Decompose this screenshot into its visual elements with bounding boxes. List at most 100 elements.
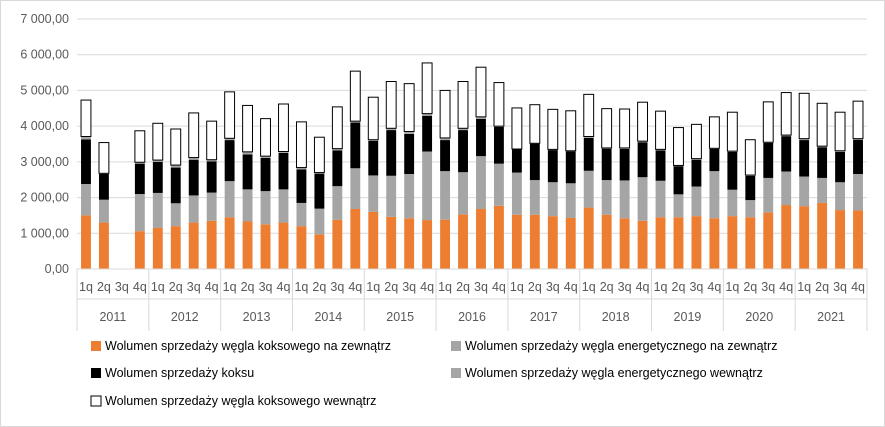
x-tick-quarter: 4q (492, 280, 506, 294)
bar-segment-s2-c5 (170, 167, 181, 204)
bar-segment-s0-c8 (224, 217, 235, 269)
bar-segment-s0-c43 (853, 210, 863, 269)
bar-segment-s0-c21 (458, 214, 468, 269)
bar-segment-s2-c9 (242, 154, 253, 190)
bar-segment-s0-c31 (637, 220, 648, 269)
bar-segment-s4-c11 (278, 103, 289, 152)
bar-segment-s4-c24 (511, 107, 523, 150)
bar-segment-s4-c29 (601, 108, 613, 149)
bar-segment-s1-c26 (547, 182, 558, 217)
x-tick-quarter: 4q (564, 280, 578, 294)
bar-segment-s0-c39 (781, 205, 792, 269)
bar-segment-s2-c7 (206, 161, 217, 193)
bar-segment-s3-c30 (619, 147, 630, 149)
bar-segment-s2-c37 (745, 175, 756, 201)
bar-segment-s2-c11 (278, 152, 289, 190)
bar-segment-s1-c36 (727, 189, 738, 217)
bar-segment-s1-c3 (134, 194, 145, 232)
bar-segment-s1-c33 (673, 194, 684, 218)
bar-segment-s2-c16 (368, 140, 379, 176)
bar-segment-s0-c36 (727, 216, 738, 269)
bar-segment-s1-c19 (422, 151, 433, 221)
bar-segment-s1-c43 (853, 174, 863, 211)
bar-segment-s3-c10 (260, 156, 271, 158)
bar-segment-s0-c26 (547, 216, 558, 269)
bar-segment-s0-c18 (404, 218, 415, 269)
legend-label: Wolumen sprzedaży koksu (105, 366, 254, 380)
x-tick-quarter: 2q (743, 280, 757, 294)
x-tick-quarter: 1q (510, 280, 524, 294)
bar-segment-s1-c5 (170, 203, 181, 227)
bar-segment-s4-c10 (260, 118, 271, 157)
bar-segment-s3-c16 (368, 139, 379, 141)
bar-segment-s2-c38 (763, 142, 774, 178)
x-tick-quarter: 4q (348, 280, 362, 294)
bar-segment-s1-c17 (386, 175, 397, 217)
bar-segment-s1-c20 (440, 171, 451, 220)
bar-segment-s0-c13 (314, 234, 325, 269)
bar-segment-s2-c33 (673, 166, 684, 195)
bar-segment-s2-c30 (619, 149, 630, 181)
bar-segment-s1-c6 (188, 195, 199, 223)
bar-segment-s1-c12 (296, 202, 307, 227)
bar-segment-s3-c28 (583, 136, 594, 138)
bar-segment-s1-c16 (368, 175, 379, 212)
legend-swatch (451, 368, 461, 378)
bar-segment-s3-c13 (314, 172, 325, 174)
x-tick-quarter: 2q (815, 280, 829, 294)
bar-segment-s0-c40 (799, 206, 810, 269)
bar-segment-s1-c21 (458, 172, 468, 215)
x-tick-year: 2012 (171, 310, 199, 324)
bar-segment-s0-c34 (691, 216, 702, 269)
bar-segment-s4-c15 (349, 70, 361, 122)
x-tick-quarter: 3q (761, 280, 775, 294)
bar-segment-s1-c27 (565, 183, 576, 218)
bar-segment-s2-c34 (691, 159, 702, 187)
x-tick-quarter: 2q (456, 280, 470, 294)
bar-segment-s3-c17 (386, 128, 397, 131)
bar-segment-s3-c7 (206, 159, 217, 162)
bar-segment-s4-c7 (206, 120, 218, 161)
bar-segment-s1-c7 (206, 192, 217, 221)
bar-segment-s2-c8 (224, 140, 235, 182)
bar-segment-s0-c30 (619, 218, 630, 269)
x-tick-quarter: 2q (528, 280, 542, 294)
bar-segment-s0-c33 (673, 217, 684, 269)
bar-segment-s2-c4 (152, 161, 163, 193)
bar-segment-s1-c30 (619, 180, 630, 219)
bar-segment-s3-c40 (799, 138, 810, 141)
bar-segment-s1-c0 (81, 184, 91, 216)
bar-segment-s1-c4 (152, 192, 163, 228)
bar-segment-s0-c41 (817, 202, 828, 269)
x-tick-quarter: 2q (241, 280, 255, 294)
bar-segment-s2-c39 (781, 136, 792, 172)
bar-segment-s3-c39 (781, 135, 792, 137)
bar-segment-s0-c5 (170, 226, 181, 269)
y-tick-label: 3 000,00 (20, 155, 69, 169)
legend-swatch (451, 341, 461, 351)
x-tick-quarter: 3q (833, 280, 847, 294)
bar-segment-s1-c23 (493, 163, 504, 206)
bar-segment-s2-c25 (529, 143, 540, 181)
bar-segment-s3-c15 (350, 121, 361, 123)
bar-segment-s0-c9 (242, 221, 253, 269)
bar-segment-s3-c18 (404, 131, 415, 134)
bar-segment-s1-c41 (817, 177, 828, 203)
legend-swatch (91, 341, 101, 351)
x-tick-quarter: 2q (312, 280, 326, 294)
bar-segment-s2-c28 (583, 137, 594, 171)
bar-segment-s0-c27 (565, 217, 576, 269)
bar-segment-s4-c31 (637, 101, 649, 142)
bar-segment-s0-c20 (440, 219, 451, 269)
x-tick-quarter: 1q (151, 280, 165, 294)
bar-segment-s1-c29 (601, 180, 612, 215)
x-tick-quarter: 2q (600, 280, 614, 294)
bar-segment-s0-c17 (386, 216, 397, 269)
x-tick-year: 2013 (243, 310, 271, 324)
x-tick-quarter: 2q (97, 280, 111, 294)
bar-segment-s1-c37 (745, 200, 756, 218)
x-tick-quarter: 4q (851, 280, 865, 294)
bar-segment-s4-c17 (385, 81, 397, 129)
bar-segment-s4-c6 (188, 112, 200, 159)
bar-segment-s4-c28 (583, 93, 595, 137)
